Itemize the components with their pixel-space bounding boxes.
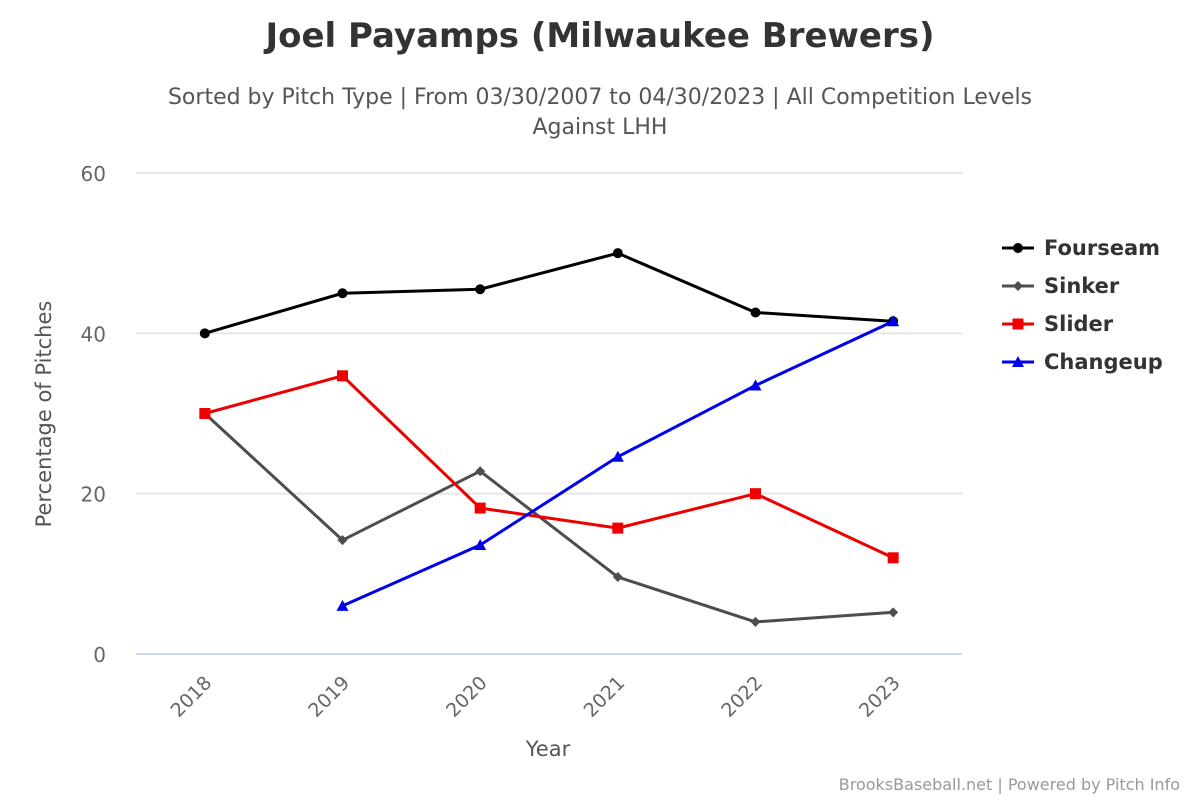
series-sinker bbox=[199, 408, 899, 627]
legend-label: Fourseam bbox=[1044, 236, 1160, 260]
data-point bbox=[474, 538, 487, 550]
y-tick-label: 20 bbox=[81, 483, 106, 507]
data-point bbox=[750, 616, 761, 627]
legend-label: Sinker bbox=[1044, 274, 1120, 298]
x-tick-label: 2022 bbox=[717, 672, 767, 722]
data-point bbox=[199, 408, 211, 419]
y-tick-label: 0 bbox=[93, 643, 106, 667]
legend-label: Slider bbox=[1044, 312, 1114, 336]
series-line bbox=[341, 319, 894, 608]
data-point bbox=[475, 466, 486, 477]
chart-subtitle-line-1: Sorted by Pitch Type | From 03/30/2007 t… bbox=[168, 85, 1032, 110]
data-point bbox=[888, 607, 899, 618]
chart-title: Joel Payamps (Milwaukee Brewers) bbox=[263, 16, 934, 56]
data-point bbox=[1012, 318, 1024, 330]
data-point bbox=[1013, 243, 1023, 253]
series-line bbox=[203, 412, 894, 624]
legend-label: Changeup bbox=[1044, 350, 1163, 374]
series-fourseam bbox=[199, 248, 899, 339]
data-point bbox=[474, 502, 486, 514]
data-point bbox=[612, 522, 624, 534]
legend-item-sinker[interactable]: Sinker bbox=[1002, 274, 1120, 298]
series-slider bbox=[199, 370, 899, 564]
x-tick-label: 2020 bbox=[442, 672, 492, 722]
data-point bbox=[1012, 356, 1024, 367]
y-tick-label: 60 bbox=[81, 162, 106, 186]
series-changeup bbox=[336, 315, 900, 611]
data-point bbox=[611, 450, 624, 462]
x-tick-label: 2019 bbox=[304, 672, 354, 722]
data-point bbox=[749, 379, 762, 391]
y-tick-label: 40 bbox=[81, 322, 106, 346]
data-point bbox=[750, 488, 761, 500]
legend-item-slider[interactable]: Slider bbox=[1002, 312, 1114, 336]
data-point bbox=[199, 328, 210, 339]
data-point bbox=[1013, 281, 1023, 291]
x-axis-label: Year bbox=[525, 737, 571, 761]
data-point bbox=[337, 535, 348, 546]
data-point bbox=[337, 370, 348, 382]
data-point bbox=[887, 552, 899, 564]
series-line bbox=[204, 251, 894, 335]
y-axis-label: Percentage of Pitches bbox=[32, 301, 56, 528]
chart-credits[interactable]: BrooksBaseball.net | Powered by Pitch In… bbox=[839, 775, 1180, 794]
x-tick-label: 2023 bbox=[855, 672, 905, 722]
chart-subtitle-line-2: Against LHH bbox=[533, 115, 668, 140]
legend-item-fourseam[interactable]: Fourseam bbox=[1002, 236, 1160, 260]
series-line bbox=[204, 374, 894, 560]
x-tick-label: 2021 bbox=[580, 672, 630, 722]
data-point bbox=[887, 315, 900, 327]
data-point bbox=[337, 288, 348, 299]
legend-item-changeup[interactable]: Changeup bbox=[1002, 350, 1163, 374]
data-point bbox=[612, 572, 623, 583]
data-point bbox=[612, 248, 623, 259]
x-tick-label: 2018 bbox=[167, 672, 217, 722]
data-point bbox=[336, 599, 349, 611]
data-point bbox=[475, 284, 486, 295]
data-point bbox=[750, 307, 761, 318]
